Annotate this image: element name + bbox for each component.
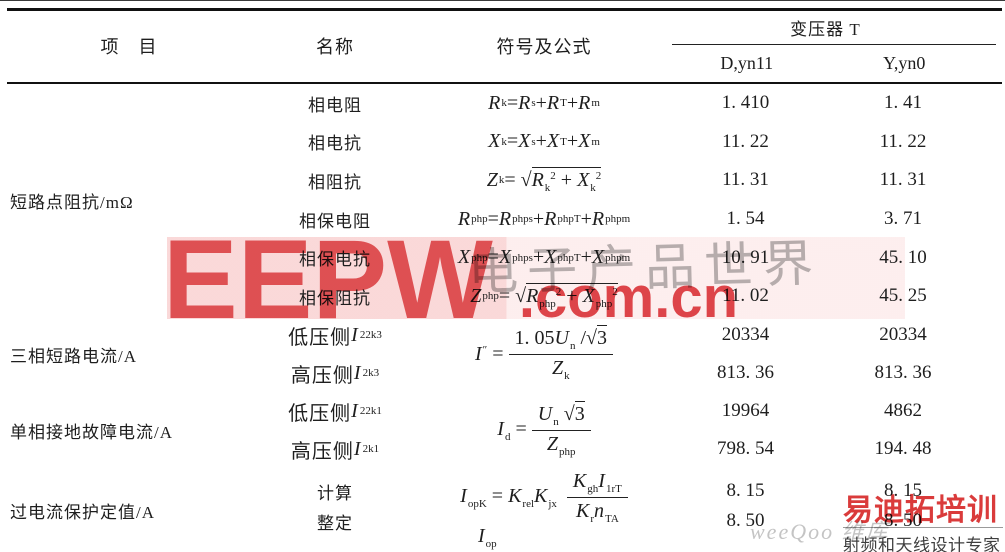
table-header: 项 目 名称 符号及公式 变压器 T D,yn11 Y,yn0 xyxy=(8,9,983,82)
row-name: 相电抗 xyxy=(308,134,362,154)
row-name: 相阻抗 xyxy=(308,172,362,192)
value-yyn0: 8. 50 xyxy=(884,510,922,531)
header-name: 名称 xyxy=(316,36,354,57)
value-dyn11: 10. 91 xyxy=(721,246,770,268)
group-single-phase-fault-current: 单相接地故障电流/A 低压侧 I 22k1 高压侧 I 2k1 Id = Un √3… xyxy=(8,392,983,468)
group-item-label: 过电流保护定值/A xyxy=(10,502,155,522)
header-formula: 符号及公式 xyxy=(496,36,592,57)
value-yyn0: 11. 31 xyxy=(879,169,927,191)
header-transformer: 变压器 T xyxy=(790,19,861,39)
value-dyn11: 813. 36 xyxy=(717,362,774,383)
value-yyn0: 20334 xyxy=(879,324,927,345)
value-dyn11: 8. 50 xyxy=(726,510,765,531)
group-item-label: 三相短路电流/A xyxy=(10,346,137,366)
value-dyn11: 8. 15 xyxy=(726,480,765,501)
value-dyn11: 11. 31 xyxy=(722,169,769,191)
value-yyn0: 45. 25 xyxy=(879,285,927,307)
row-name: 高压侧 I 2k3 xyxy=(290,361,380,387)
value-dyn11: 1. 410 xyxy=(721,92,770,114)
row-name: 低压侧 I 22k3 xyxy=(288,323,382,349)
group-formula: I″ = 1. 05Un /√3 Zk xyxy=(420,316,668,392)
value-yyn0: 4862 xyxy=(884,400,922,421)
transformer-span-rule xyxy=(672,44,996,45)
row-name: 相保电抗 xyxy=(299,250,371,270)
value-yyn0: 1. 41 xyxy=(884,92,922,114)
top-hairline xyxy=(0,0,1005,1)
value-yyn0: 194. 48 xyxy=(874,438,932,459)
row-name: 高压侧 I 2k1 xyxy=(290,437,380,463)
value-dyn11: 11. 22 xyxy=(722,130,769,152)
value-yyn0: 813. 36 xyxy=(874,362,932,383)
group-overcurrent-setting: 过电流保护定值/A 计算 整定 IopK = KrelKjx KghI1rT K… xyxy=(8,468,983,552)
header-dyn11: D,yn11 xyxy=(720,53,774,73)
header-transformer-group: 变压器 T D,yn11 Y,yn0 xyxy=(668,9,983,82)
row-name: 相保阻抗 xyxy=(299,288,371,308)
value-yyn0: 11. 22 xyxy=(879,130,927,152)
formula-fraction: 1. 05Un /√3 Zk xyxy=(508,324,614,382)
group-item-label: 单相接地故障电流/A xyxy=(10,422,173,442)
row-name: 整定 xyxy=(317,513,353,533)
row-name: 相保电阻 xyxy=(299,211,371,231)
header-bottom-rule xyxy=(7,82,1002,84)
formula-fraction: Un √3 Zphp xyxy=(531,400,591,458)
header-item: 项 目 xyxy=(100,36,158,57)
group-formula: Id = Un √3 Zphp xyxy=(420,392,668,468)
row-name: 相电阻 xyxy=(308,95,362,115)
value-yyn0: 3. 71 xyxy=(884,208,922,230)
value-dyn11: 19964 xyxy=(721,400,770,421)
value-dyn11: 1. 54 xyxy=(726,208,765,230)
row-name: 计算 xyxy=(317,483,353,503)
value-yyn0: 45. 10 xyxy=(879,246,927,268)
group-item-label: 短路点阻抗/mΩ xyxy=(10,192,134,212)
value-dyn11: 20334 xyxy=(721,324,770,345)
row-name: 低压侧 I 22k1 xyxy=(288,399,382,425)
formula-fraction: KghI1rT KrnTA xyxy=(566,470,628,525)
formula-iop: Iop xyxy=(478,525,497,550)
value-dyn11: 11. 02 xyxy=(722,285,769,307)
group-formula: IopK = KrelKjx KghI1rT KrnTA Iop xyxy=(420,468,668,552)
value-dyn11: 798. 54 xyxy=(717,438,774,459)
group-three-phase-current: 三相短路电流/A 低压侧 I 22k3 高压侧 I 2k3 I″ = 1. 05Un… xyxy=(8,316,983,392)
value-yyn0: 8. 15 xyxy=(884,480,922,501)
table-top-rule xyxy=(7,8,1002,11)
header-yyn0: Y,yn0 xyxy=(883,53,926,73)
